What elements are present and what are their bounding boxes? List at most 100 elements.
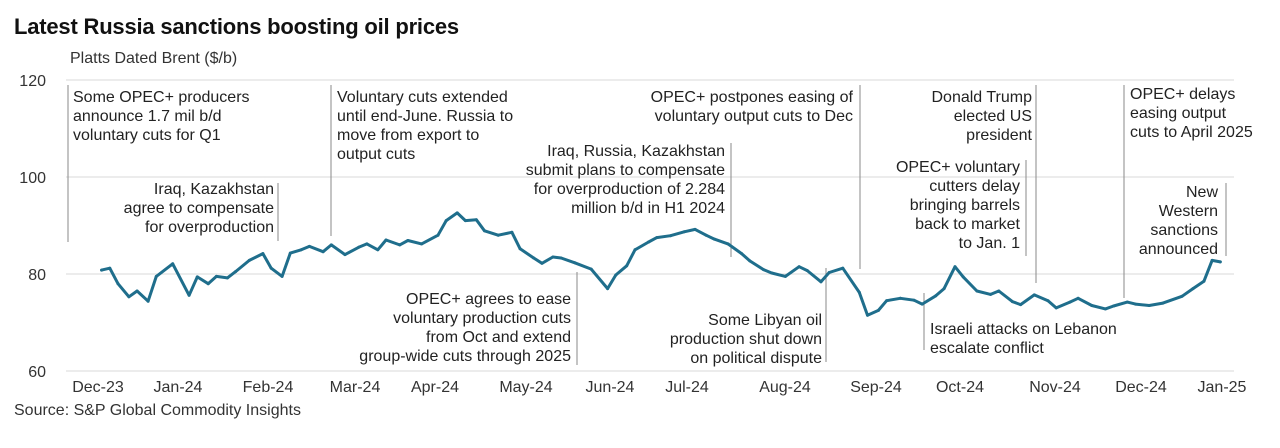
y-tick-label: 100 [19, 170, 46, 187]
data-point [704, 233, 708, 237]
y-tick-labels: 60 80 100 120 [19, 73, 46, 381]
annotation-text: Donald Trump [932, 89, 1033, 106]
data-point [614, 273, 618, 277]
x-tick-labels: Dec-23 Jan-24 Feb-24 Mar-24 Apr-24 May-24 Jun-… [72, 379, 1246, 396]
annotation-rules [67, 85, 1227, 365]
data-point [551, 255, 555, 259]
data-point [805, 269, 809, 273]
x-tick-label: Aug-24 [759, 379, 811, 396]
annotation-text: OPEC+ agrees to ease [406, 291, 571, 308]
annotation-text: for overproduction of 2.284 [534, 181, 725, 198]
annotation-text: Western [1159, 203, 1218, 220]
data-point [483, 229, 486, 233]
data-point [819, 280, 823, 284]
data-point [1103, 307, 1107, 311]
source-note: Source: S&P Global Commodity Insights [14, 402, 301, 419]
annotation-text: escalate conflict [930, 340, 1044, 357]
x-tick-label: Jan-24 [154, 379, 203, 396]
data-point [797, 265, 801, 269]
x-tick-label: Dec-23 [72, 379, 124, 396]
x-tick-label: Dec-24 [1115, 379, 1167, 396]
price-series [100, 211, 1222, 317]
data-point [420, 242, 424, 246]
data-point [898, 296, 902, 300]
data-point [1019, 303, 1023, 307]
data-point [225, 276, 229, 280]
x-tick-label: Oct-24 [936, 379, 984, 396]
data-point [885, 299, 889, 303]
data-point [942, 287, 946, 291]
annotation-text: for overproduction [145, 219, 274, 236]
y-tick-label: 80 [28, 267, 46, 284]
data-point [384, 238, 388, 242]
data-point [135, 289, 139, 293]
annotation-text: submit plans to compensate [526, 162, 725, 179]
data-point [693, 227, 697, 231]
x-tick-label: Jun-24 [586, 379, 635, 396]
x-tick-label: Mar-24 [330, 379, 381, 396]
data-point [280, 274, 284, 278]
data-point [1112, 304, 1116, 308]
data-point [1161, 301, 1165, 305]
data-point [559, 256, 563, 260]
data-point [146, 299, 150, 303]
data-point [532, 256, 536, 260]
data-point [975, 289, 979, 293]
data-point [299, 248, 303, 252]
data-point [1068, 300, 1072, 304]
data-point [398, 243, 402, 247]
data-point [1218, 260, 1222, 264]
annotation-text: sanctions [1150, 222, 1218, 239]
y-axis-label: Platts Dated Brent ($/b) [70, 50, 238, 67]
annotation-text: back to market [915, 216, 1020, 233]
x-tick-label: Jul-24 [665, 379, 709, 396]
annotation-text: Iraq, Russia, Kazakhstan [547, 143, 725, 160]
y-tick-label: 60 [28, 364, 46, 381]
data-point [474, 218, 478, 222]
data-point [100, 268, 104, 272]
x-tick-label: May-24 [499, 379, 552, 396]
annotation-text: Israeli attacks on Lebanon [930, 321, 1117, 338]
data-point [827, 271, 831, 274]
data-point [195, 275, 199, 279]
data-point [496, 233, 500, 237]
annotation-text: OPEC+ voluntary [896, 159, 1020, 176]
annotation-text: voluntary production cuts [393, 310, 571, 327]
annotation-text: elected US [954, 108, 1032, 125]
data-point [154, 274, 158, 278]
annotation-text: until end-June. Russia to [337, 108, 513, 125]
data-point [214, 274, 218, 278]
data-point [187, 293, 191, 297]
data-point [127, 295, 131, 299]
data-point [762, 268, 765, 272]
data-point [444, 219, 448, 223]
data-point [1191, 287, 1195, 291]
annotation-text: Voluntary cuts extended [337, 89, 508, 106]
data-point [740, 252, 744, 256]
gridlines [66, 79, 1234, 372]
annotation-text: to Jan. 1 [959, 235, 1020, 252]
data-point [625, 264, 629, 268]
data-point [1134, 302, 1137, 306]
data-point [989, 292, 993, 296]
data-point [961, 275, 965, 279]
annotation-text: move from export to [337, 127, 479, 144]
data-point [510, 230, 514, 234]
annotation-text: easing output [1130, 105, 1227, 122]
data-point [857, 290, 861, 294]
data-point [633, 248, 637, 252]
annotation-text: OPEC+ delays [1130, 86, 1235, 103]
data-point [589, 267, 593, 271]
annotation-text: Iraq, Kazakhstan [154, 181, 274, 198]
data-point [406, 239, 410, 242]
data-point [321, 250, 325, 254]
x-tick-label: Sep-24 [850, 379, 902, 396]
data-point [108, 266, 112, 270]
annotation-text: on political dispute [690, 350, 822, 367]
data-point [748, 259, 752, 263]
annotation-text: Some Libyan oil [708, 312, 822, 329]
data-point [234, 270, 238, 274]
data-point [343, 253, 347, 257]
data-point [171, 262, 175, 266]
data-point [783, 274, 787, 278]
